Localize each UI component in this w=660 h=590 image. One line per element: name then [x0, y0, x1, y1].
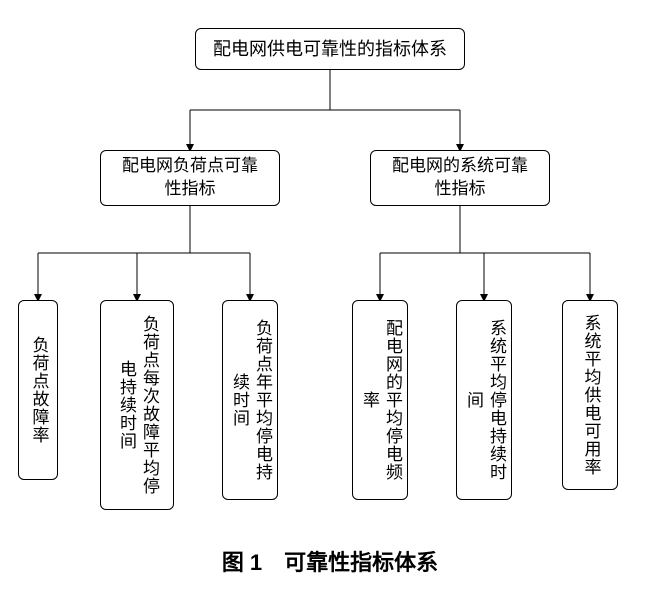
- leaf-r1: 配电网的平均停电频率: [352, 300, 408, 500]
- leaf-l2: 负荷点每次故障平均停电持续时间: [100, 300, 174, 510]
- mid-left-label: 配电网负荷点可靠 性指标: [122, 155, 258, 201]
- leaf-l3: 负荷点年平均停电持续时间: [222, 300, 278, 500]
- mid-right-label: 配电网的系统可靠 性指标: [392, 155, 528, 201]
- leaf-r2: 系统平均停电持续时间: [456, 300, 512, 500]
- root-node: 配电网供电可靠性的指标体系: [195, 28, 465, 70]
- figure-caption: 图 1 可靠性指标体系: [0, 545, 660, 577]
- leaf-l1: 负荷点故障率: [18, 300, 58, 480]
- root-label: 配电网供电可靠性的指标体系: [213, 37, 447, 61]
- leaf-r3: 系统平均供电可用率: [562, 300, 618, 490]
- mid-right-node: 配电网的系统可靠 性指标: [370, 150, 550, 206]
- mid-left-node: 配电网负荷点可靠 性指标: [100, 150, 280, 206]
- connector-lines: [0, 0, 660, 590]
